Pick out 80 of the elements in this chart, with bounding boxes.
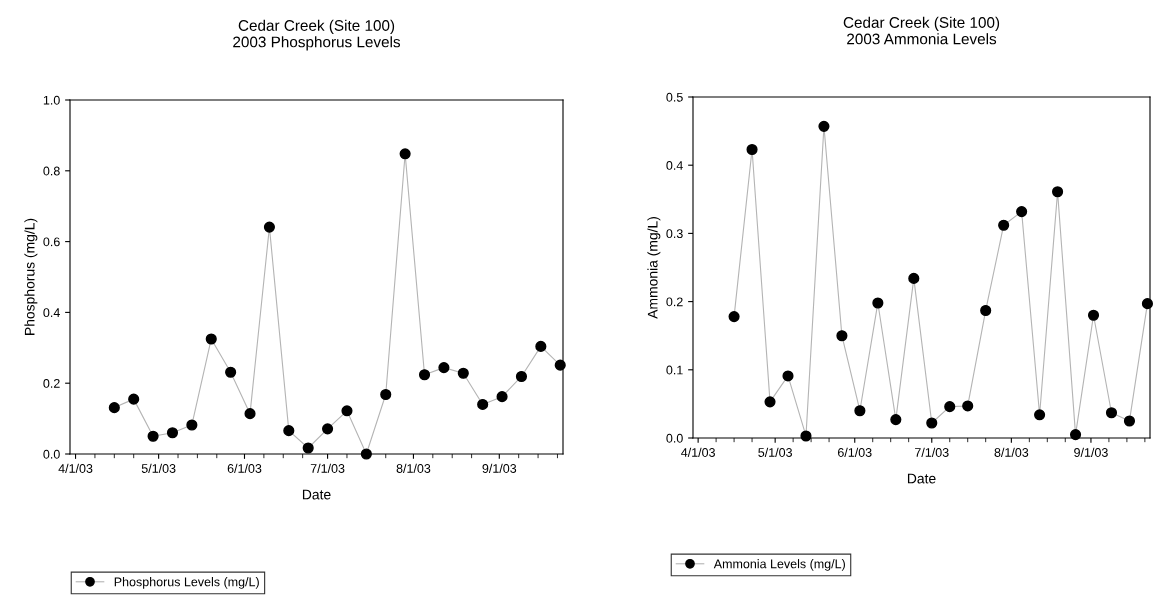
- point: [1123, 415, 1136, 427]
- point: [496, 391, 508, 403]
- point: [854, 405, 866, 417]
- point: [128, 393, 140, 405]
- point: [944, 401, 956, 413]
- x-tick-label: 6/1/03: [838, 447, 872, 457]
- point: [399, 148, 411, 160]
- y-tick-label: 0.5: [666, 92, 683, 102]
- y-axis-title: Ammonia (mg/L): [647, 217, 661, 319]
- point: [380, 388, 392, 401]
- y-tick-label: 0.8: [43, 166, 60, 176]
- point: [166, 427, 179, 439]
- y-tick-label: 0.4: [43, 308, 60, 318]
- point: [515, 370, 528, 383]
- point: [998, 219, 1010, 231]
- x-axis-title: Date: [907, 473, 936, 484]
- point: [263, 221, 275, 233]
- y-tick-label: 0.0: [666, 433, 683, 443]
- y-tick-label: 0.1: [666, 365, 683, 375]
- x-tick-label: 7/1/03: [310, 463, 345, 473]
- point: [764, 396, 776, 408]
- point: [418, 369, 431, 381]
- point: [341, 405, 353, 417]
- x-tick-label: 5/1/03: [141, 463, 176, 473]
- point: [186, 419, 198, 431]
- point: [836, 330, 848, 342]
- point: [980, 304, 992, 317]
- point: [1034, 409, 1046, 421]
- point: [1016, 206, 1028, 218]
- point: [457, 367, 469, 379]
- point: [322, 423, 334, 435]
- point: [302, 442, 314, 454]
- y-tick-label: 0.3: [666, 229, 683, 239]
- y-tick-label: 0.2: [666, 297, 683, 307]
- x-tick-label: 8/1/03: [396, 463, 431, 473]
- legend-label: Phosphorus Levels (mg/L): [114, 577, 259, 589]
- point: [477, 398, 489, 410]
- chart-title: Cedar Creek (Site 100) 2003 Ammonia Levels: [843, 16, 1000, 45]
- x-tick-label: 5/1/03: [758, 447, 792, 457]
- point: [535, 340, 547, 352]
- point: [926, 417, 938, 429]
- point: [872, 297, 884, 309]
- point: [962, 400, 974, 412]
- point: [782, 370, 794, 382]
- point: [1069, 429, 1082, 441]
- point: [147, 430, 159, 442]
- point: [283, 425, 295, 437]
- x-axis-title: Date: [302, 489, 331, 500]
- y-tick-label: 0.4: [666, 161, 683, 170]
- point: [225, 366, 237, 378]
- point: [1141, 298, 1153, 310]
- point: [800, 430, 812, 442]
- point: [108, 402, 120, 414]
- point: [1052, 186, 1064, 198]
- point: [438, 362, 450, 374]
- point: [1087, 309, 1100, 321]
- point: [908, 272, 920, 284]
- y-tick-label: 0.0: [43, 449, 60, 459]
- y-tick-label: 1.0: [43, 95, 60, 105]
- point: [360, 448, 372, 460]
- chart-title: Cedar Creek (Site 100) 2003 Phosphorus Levels: [233, 19, 401, 51]
- point: [205, 333, 217, 345]
- x-tick-label: 4/1/03: [681, 447, 715, 457]
- x-tick-label: 8/1/03: [994, 447, 1029, 457]
- x-tick-label: 6/1/03: [227, 463, 262, 473]
- y-tick-label: 0.6: [43, 237, 60, 247]
- x-tick-label: 9/1/03: [1074, 447, 1108, 457]
- point: [746, 143, 758, 156]
- point: [728, 311, 740, 323]
- x-tick-label: 4/1/03: [58, 463, 93, 473]
- legend-label: Ammonia Levels (mg/L): [713, 559, 845, 571]
- point: [554, 359, 566, 371]
- x-tick-label: 9/1/03: [482, 463, 517, 473]
- point: [1105, 407, 1118, 419]
- point: [244, 408, 256, 420]
- point: [890, 414, 902, 426]
- y-tick-label: 0.2: [43, 379, 60, 388]
- x-tick-label: 7/1/03: [915, 447, 949, 457]
- y-axis-title: Phosphorus (mg/L): [24, 218, 38, 335]
- point: [818, 120, 830, 132]
